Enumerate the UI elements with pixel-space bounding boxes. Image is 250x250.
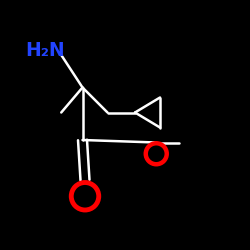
Circle shape (150, 147, 163, 160)
Text: H₂N: H₂N (25, 40, 64, 60)
Circle shape (76, 188, 94, 205)
